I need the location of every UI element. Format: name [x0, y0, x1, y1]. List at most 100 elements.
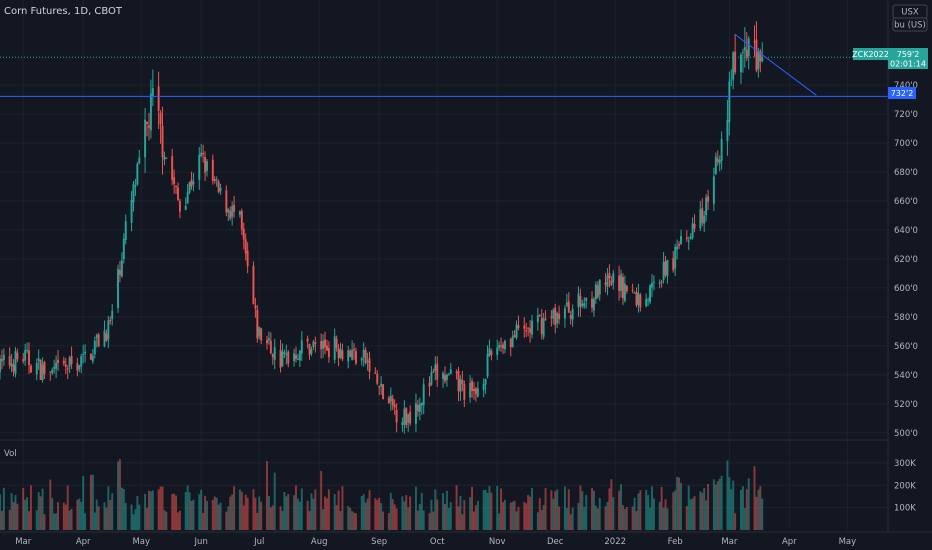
candle-body [515, 324, 518, 338]
price-axis[interactable]: 500'0 520'0 540'0 560'0 580'0 600'0 620'0 640'0… [894, 81, 918, 439]
candle-body [138, 157, 141, 164]
volume-bar [502, 502, 504, 530]
volume-bar [368, 490, 371, 530]
candle-body [444, 375, 446, 382]
volume-bar [296, 498, 299, 530]
volume-bar [188, 492, 191, 530]
trend-line [734, 34, 817, 96]
candle-body [70, 356, 73, 365]
candle-body [103, 330, 106, 347]
candle-body [625, 285, 628, 292]
candle-body [281, 351, 284, 367]
candle-body [623, 283, 626, 301]
volume-bar [623, 509, 626, 530]
candle-body [202, 152, 205, 155]
time-tick-label: Aug [311, 537, 328, 547]
candle-body [355, 351, 357, 364]
volume-bar [161, 486, 164, 530]
volume-bar [567, 489, 570, 530]
volume-bar [231, 494, 234, 530]
candle-body [591, 298, 593, 308]
candle-body [484, 379, 487, 385]
volume-bar [68, 510, 71, 530]
candle-body [8, 355, 11, 366]
candle-body [192, 181, 195, 185]
candle-body [420, 402, 423, 406]
currency-button[interactable]: USX [892, 4, 928, 19]
candle-body [51, 369, 54, 374]
candle-body [320, 340, 323, 350]
candle-body [496, 347, 499, 355]
volume-bar [177, 512, 179, 530]
volume-bar [26, 497, 29, 530]
candle-body [29, 365, 32, 373]
price-tick-label: 740'0 [894, 81, 918, 91]
candle-body [691, 223, 694, 238]
price-tick-label: 520'0 [894, 400, 918, 410]
volume-bar [105, 507, 108, 530]
candle-body [349, 350, 352, 358]
volume-bar [699, 491, 702, 530]
candle-body [606, 275, 609, 287]
volume-bar [171, 493, 174, 530]
candle-body [312, 341, 315, 347]
candle-body [565, 302, 568, 306]
candle-body [753, 41, 756, 43]
candle-body [200, 152, 203, 156]
candle-body [660, 281, 663, 283]
volume-bar [122, 488, 125, 530]
last-price-marker: ZCK2022 759'2 02:01:14 [852, 48, 928, 69]
volume-bar [608, 488, 611, 530]
candle-body [596, 285, 599, 298]
candle-body [523, 325, 526, 329]
volume-bar [39, 496, 42, 530]
volume-bar [401, 496, 404, 530]
volume-bar [645, 489, 648, 530]
candle-body [165, 157, 168, 159]
volume-bar [556, 489, 559, 530]
hline-price-marker[interactable]: 732'2 [888, 87, 916, 99]
volume-bar [0, 494, 1, 530]
candle-body [432, 371, 435, 373]
candle-body [747, 38, 750, 57]
volume-bar [538, 498, 541, 530]
volume-bar [273, 472, 276, 530]
volume-bar [486, 492, 489, 530]
volume-bar [0, 510, 3, 530]
volume-bar [295, 485, 297, 530]
volume-bar [165, 511, 168, 530]
volume-bar [233, 486, 236, 530]
volume-bar [118, 459, 121, 530]
volume-bar [550, 490, 553, 530]
candle-body [500, 345, 503, 347]
volume-bar [416, 510, 419, 530]
volume-bar [498, 513, 501, 530]
candle-body [178, 200, 181, 212]
volume-bar [527, 495, 530, 530]
volume-bar [173, 493, 176, 530]
volume-bar [380, 503, 383, 530]
price-tick-label: 500'0 [894, 429, 918, 439]
candle-body [327, 347, 330, 358]
candle-body [579, 296, 582, 307]
time-tick-label: Nov [489, 537, 506, 547]
unit-button[interactable]: bu (US) [892, 17, 928, 32]
volume-bar [734, 513, 737, 530]
candle-body [511, 336, 514, 348]
volume-bar [355, 513, 357, 530]
volume-bar [432, 511, 435, 530]
volume-bar [132, 514, 135, 530]
volume-bar [500, 488, 503, 530]
candle-body [229, 210, 232, 219]
time-axis[interactable]: Mar Apr May Jun Jul Aug Sep Oct Nov Dec 2022 Feb Mar… [15, 537, 856, 547]
candle-body [310, 349, 313, 354]
volume-bar [428, 513, 431, 530]
candle-body [672, 258, 675, 271]
candle-body [339, 349, 342, 358]
candle-body [592, 298, 595, 311]
candle-body [134, 185, 137, 187]
volume-bar [461, 514, 464, 530]
candle-body [463, 383, 466, 400]
candle-body [652, 281, 655, 283]
